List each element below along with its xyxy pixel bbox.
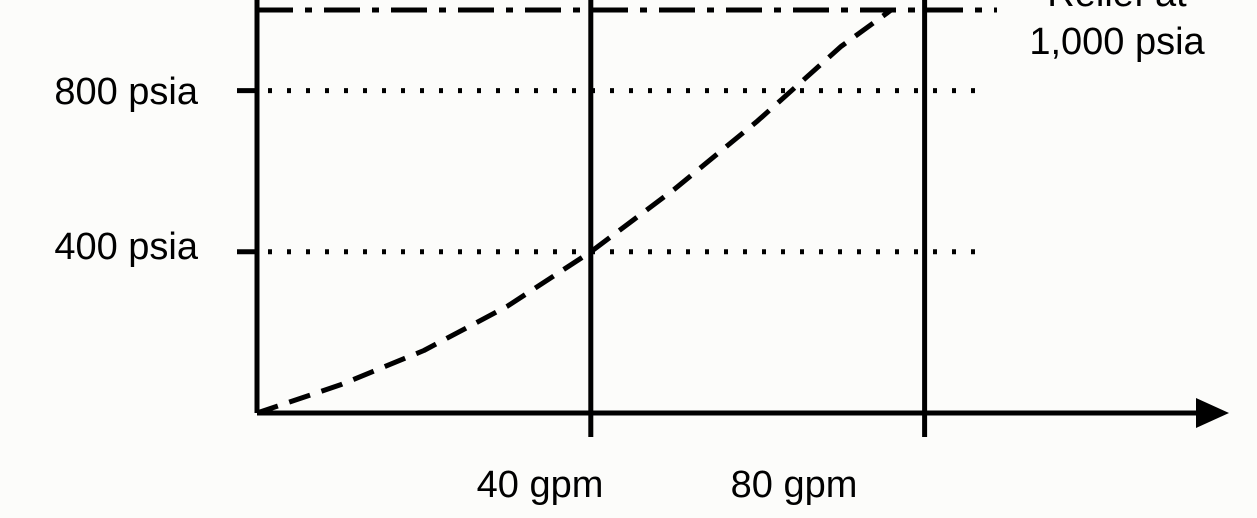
relief-label-line-2: 1,000 psia	[1029, 21, 1205, 63]
x-axis-arrowhead	[1196, 398, 1229, 428]
axis-layer	[237, 0, 1229, 428]
pump-curve-line	[256, 7, 893, 416]
relief-label-line-1: Relief at	[1047, 0, 1187, 15]
y-tick-label-800: 800 psia	[54, 71, 199, 113]
x-tick-label-40: 40 gpm	[477, 464, 604, 506]
y-tick-label-400: 400 psia	[54, 226, 199, 268]
series-layer	[256, 7, 997, 416]
grid-layer	[268, 0, 985, 437]
x-tick-label-80: 80 gpm	[731, 464, 858, 506]
label-layer: 400 psia 800 psia 40 gpm 80 gpm Relief a…	[54, 0, 1205, 506]
